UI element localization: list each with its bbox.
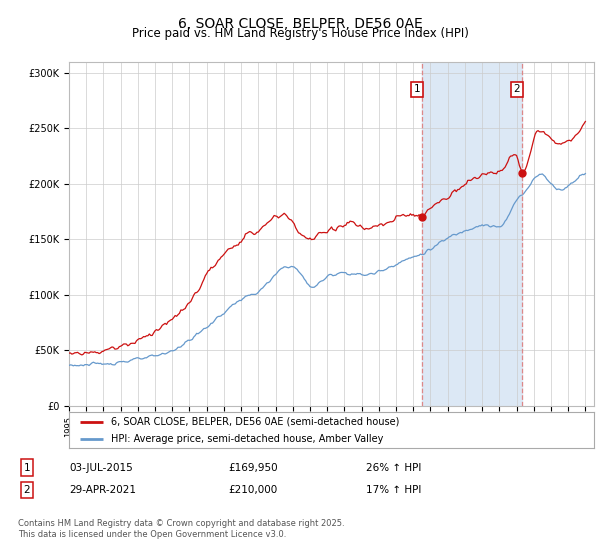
Bar xyxy=(422,62,522,406)
Text: 6, SOAR CLOSE, BELPER, DE56 0AE (semi-detached house): 6, SOAR CLOSE, BELPER, DE56 0AE (semi-de… xyxy=(111,417,400,427)
Text: £210,000: £210,000 xyxy=(228,485,277,495)
Text: 03-JUL-2015: 03-JUL-2015 xyxy=(69,463,133,473)
Text: 17% ↑ HPI: 17% ↑ HPI xyxy=(366,485,421,495)
Text: 2: 2 xyxy=(23,485,31,495)
Text: 1: 1 xyxy=(23,463,31,473)
Text: Price paid vs. HM Land Registry's House Price Index (HPI): Price paid vs. HM Land Registry's House … xyxy=(131,27,469,40)
Text: 29-APR-2021: 29-APR-2021 xyxy=(69,485,136,495)
Text: HPI: Average price, semi-detached house, Amber Valley: HPI: Average price, semi-detached house,… xyxy=(111,434,383,444)
Text: 26% ↑ HPI: 26% ↑ HPI xyxy=(366,463,421,473)
Text: Contains HM Land Registry data © Crown copyright and database right 2025.
This d: Contains HM Land Registry data © Crown c… xyxy=(18,520,344,539)
Text: £169,950: £169,950 xyxy=(228,463,278,473)
Text: 6, SOAR CLOSE, BELPER, DE56 0AE: 6, SOAR CLOSE, BELPER, DE56 0AE xyxy=(178,16,422,30)
Text: 1: 1 xyxy=(413,85,420,95)
Text: 2: 2 xyxy=(514,85,520,95)
